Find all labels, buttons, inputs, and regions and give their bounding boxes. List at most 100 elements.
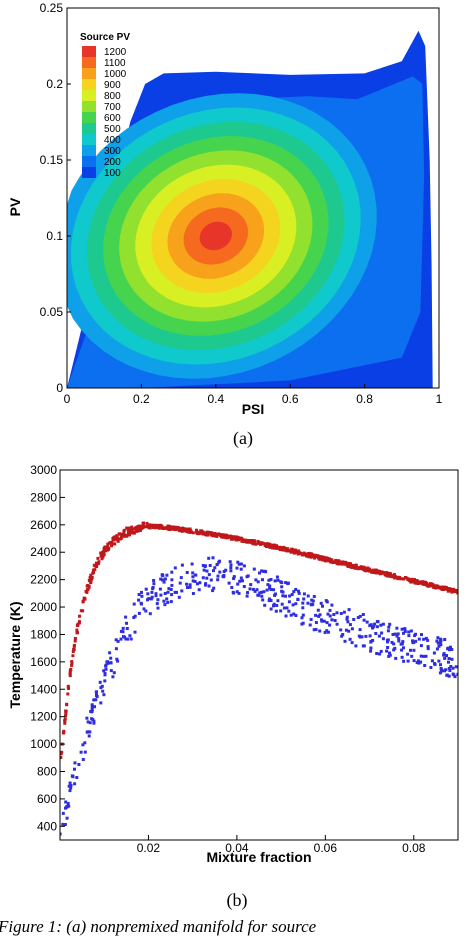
x-tick-label: 0.02 [137, 841, 161, 855]
y-tick-label: 0.1 [46, 229, 63, 243]
scatter-point-blue [414, 632, 417, 636]
scatter-point-blue [169, 588, 173, 591]
scatter-point-blue [394, 656, 398, 660]
scatter-point-red [125, 526, 129, 530]
scatter-point-red [63, 717, 67, 721]
scatter-point-blue [357, 634, 361, 638]
scatter-point-blue [339, 628, 343, 632]
scatter-point-blue [375, 652, 379, 655]
scatter-point-blue [229, 569, 233, 573]
scatter-point-blue [202, 568, 206, 572]
scatter-point-blue [328, 614, 332, 618]
scatter-point-blue [266, 583, 270, 587]
scatter-point-red [313, 556, 317, 560]
scatter-point-red [363, 569, 367, 573]
scatter-point-blue [268, 584, 272, 588]
scatter-point-blue [340, 634, 344, 638]
scatter-point-red [105, 545, 109, 549]
scatter-point-blue [444, 668, 448, 672]
scatter-point-blue [403, 627, 407, 631]
scatter-point-red [454, 588, 458, 592]
scatter-point-blue [61, 822, 65, 826]
scatter-point-red [236, 535, 240, 539]
scatter-point-blue [88, 721, 92, 725]
scatter-point-blue [207, 556, 211, 560]
scatter-point-blue [190, 562, 194, 566]
scatter-point-blue [238, 579, 242, 583]
scatter-point-blue [125, 621, 128, 625]
scatter-point-blue [415, 661, 419, 665]
scatter-point-blue [88, 730, 92, 734]
legend-title: Source PV [80, 32, 130, 43]
scatter-point-red [450, 590, 454, 594]
scatter-point-blue [103, 679, 107, 683]
scatter-point-blue [325, 629, 329, 633]
scatter-point-red [334, 559, 338, 562]
x-tick-label: 0.2 [133, 392, 150, 406]
scatter-point-red [239, 536, 243, 540]
scatter-point-red [392, 573, 396, 576]
scatter-point-blue [379, 623, 383, 627]
x-ticks-b: 0.02 0.04 0.06 0.08 [137, 835, 426, 855]
scatter-point-blue [119, 629, 123, 633]
legend-swatch [82, 101, 96, 112]
scatter-point-blue [67, 784, 71, 788]
scatter-point-blue [102, 669, 106, 673]
scatter-point-red [388, 571, 392, 575]
scatter-point-red [191, 531, 195, 535]
scatter-point-blue [335, 622, 339, 626]
scatter-point-blue [180, 589, 184, 593]
scatter-point-red [273, 546, 277, 550]
scatter-point-blue [108, 651, 112, 655]
scatter-point-blue [435, 647, 439, 651]
scatter-point-red [151, 525, 155, 529]
scatter-point-blue [159, 577, 163, 581]
scatter-point-red [93, 564, 97, 568]
scatter-point-blue [395, 626, 399, 630]
scatter-point-blue [312, 595, 316, 598]
scatter-point-blue [262, 569, 266, 573]
scatter-point-blue [194, 573, 198, 577]
scatter-point-blue [297, 591, 301, 595]
scatter-point-red [224, 535, 228, 539]
scatter-point-red [148, 525, 151, 529]
scatter-point-red [375, 569, 378, 573]
scatter-point-red [206, 530, 210, 534]
scatter-point-red [357, 566, 361, 570]
scatter-point-red [279, 546, 283, 550]
scatter-point-blue [294, 588, 298, 591]
scatter-point-blue [302, 592, 306, 596]
scatter-point-red [411, 579, 415, 583]
scatter-point-blue [227, 581, 231, 585]
scatter-point-blue [423, 664, 427, 667]
scatter-point-red [197, 532, 201, 536]
scatter-point-blue [203, 565, 207, 568]
scatter-point-blue [272, 588, 275, 592]
y-tick-label: 600 [37, 792, 57, 806]
scatter-point-blue [373, 622, 377, 626]
scatter-point-red [134, 527, 138, 531]
scatter-point-blue [454, 665, 458, 669]
scatter-point-blue [162, 599, 166, 603]
scatter-point-blue [438, 641, 442, 645]
scatter-point-red [423, 581, 427, 585]
scatter-point-blue [287, 609, 291, 613]
scatter-point-blue [163, 577, 167, 581]
scatter-point-red [72, 644, 76, 648]
scatter-point-blue [211, 556, 215, 560]
scatter-point-blue [90, 707, 94, 711]
x-axis-label-a: PSI [242, 401, 265, 417]
scatter-point-blue [306, 594, 310, 598]
scatter-point-red [327, 557, 331, 561]
scatter-point-red [116, 539, 120, 543]
scatter-point-blue [344, 628, 348, 632]
scatter-point-blue [406, 652, 410, 656]
scatter-point-red [127, 532, 131, 536]
scatter-point-blue [228, 560, 232, 564]
scatter-point-blue [354, 644, 358, 648]
scatter-point-red [77, 620, 81, 624]
scatter-point-blue [65, 805, 69, 809]
scatter-point-blue [212, 569, 215, 573]
scatter-point-red [439, 586, 443, 590]
panel-label-b: (b) [227, 890, 248, 911]
